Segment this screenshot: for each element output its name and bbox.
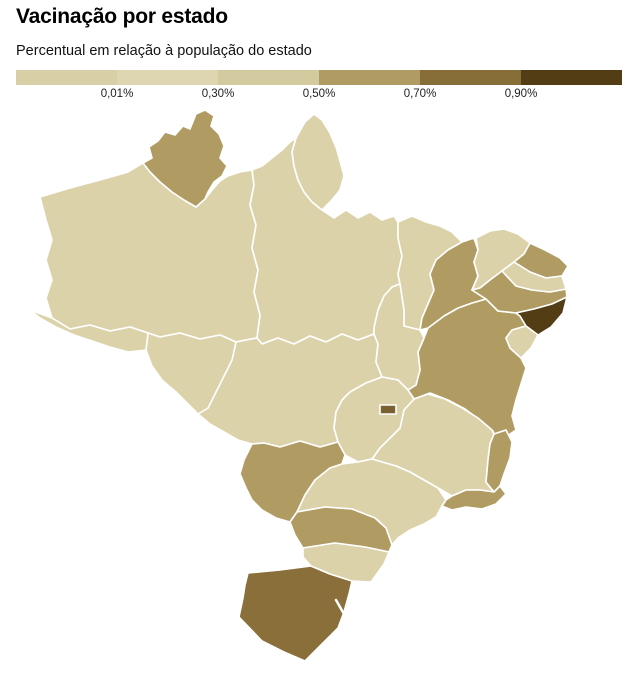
header: Vacinação por estado Percentual em relaç… <box>16 4 617 61</box>
state-sp[interactable] <box>296 458 447 546</box>
state-pb[interactable] <box>501 261 567 293</box>
state-al[interactable] <box>515 296 568 336</box>
legend-band-2 <box>117 70 218 85</box>
legend-band-3 <box>218 70 319 85</box>
legend-tick-label: 0,70% <box>403 88 437 100</box>
page-subtitle: Percentual em relação à população do est… <box>16 43 312 60</box>
legend-tick-labels: 0,01% 0,30% 0,50% 0,70% 0,90% <box>16 88 622 102</box>
legend-tick-label: 0,30% <box>201 88 235 100</box>
state-se[interactable] <box>505 325 539 359</box>
legend-tick-label: 0,90% <box>504 88 538 100</box>
legend-band-1 <box>16 70 117 85</box>
state-ac[interactable] <box>29 309 149 353</box>
legend-tick-label: 0,01% <box>100 88 134 100</box>
legend-tick-label: 0,50% <box>302 88 336 100</box>
legend-band-4 <box>319 70 420 85</box>
page-title: Vacinação por estado <box>16 5 228 28</box>
state-ro[interactable] <box>145 332 237 415</box>
state-rs[interactable] <box>238 565 353 662</box>
legend-color-bar <box>16 70 622 85</box>
state-rr[interactable] <box>142 109 228 208</box>
state-go[interactable] <box>333 376 415 463</box>
state-sc[interactable] <box>302 542 390 583</box>
state-rj[interactable] <box>441 485 507 511</box>
legend-band-6 <box>521 70 622 85</box>
legend-band-5 <box>420 70 521 85</box>
state-df[interactable] <box>379 404 397 415</box>
state-ap[interactable] <box>291 113 345 211</box>
lagoon-detail <box>330 598 346 646</box>
state-am[interactable] <box>39 162 261 343</box>
